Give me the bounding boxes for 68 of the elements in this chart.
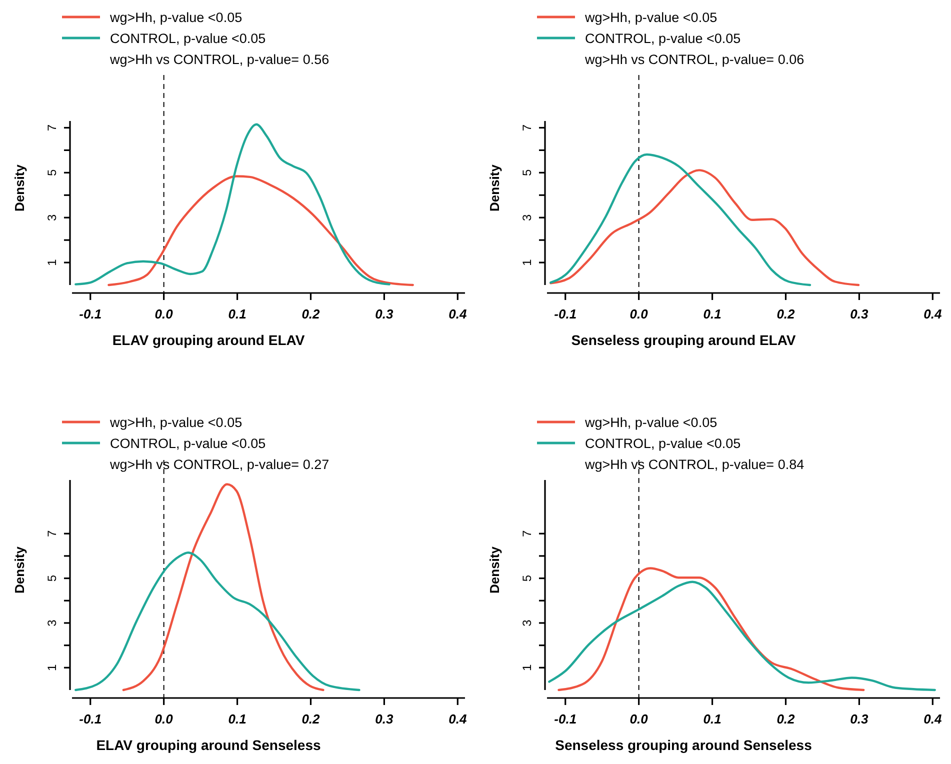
legend-label: wg>Hh, p-value <0.05 [109, 415, 242, 430]
legend-label: CONTROL, p-value <0.05 [110, 31, 266, 46]
x-tick-label: 0.2 [776, 712, 796, 727]
y-tick-label: 5 [520, 574, 534, 582]
x-tick-label: -0.1 [554, 712, 577, 727]
y-tick-label: 1 [45, 258, 59, 266]
line-series [558, 567, 865, 692]
y-tick-label: 5 [520, 169, 534, 176]
x-tick-label: 0.3 [850, 306, 869, 322]
x-axis-title: ELAV grouping around Senseless [96, 737, 321, 753]
x-tick-label: 0.0 [630, 712, 649, 727]
x-tick-label: -0.1 [79, 712, 102, 727]
y-tick-label: 7 [520, 530, 534, 537]
line-series [74, 552, 360, 692]
legend-label: wg>Hh, p-value <0.05 [109, 10, 242, 25]
y-tick-label: 3 [45, 619, 59, 626]
x-tick-label: 0.3 [375, 306, 394, 322]
text: wg>Hh vs CONTROL, p-value= 0.06 [584, 52, 804, 67]
y-tick-label: 7 [520, 124, 534, 132]
x-tick-label: 0.4 [448, 306, 468, 322]
y-tick-label: 1 [520, 258, 534, 266]
y-tick-label: 1 [45, 664, 59, 672]
x-tick-label: 0.2 [776, 306, 796, 322]
x-tick-label: 0.2 [302, 712, 321, 727]
x-tick-label: 0.4 [448, 712, 468, 727]
x-tick-label: 0.1 [228, 306, 246, 322]
y-tick-label: 5 [45, 169, 59, 176]
y-tick-label: 5 [45, 574, 59, 582]
x-tick-label: -0.1 [79, 306, 102, 322]
y-tick-label: 3 [520, 619, 534, 626]
legend-label: CONTROL, p-value <0.05 [110, 436, 266, 451]
text: wg>Hh vs CONTROL, p-value= 0.56 [109, 52, 330, 67]
x-tick-label: 0.0 [154, 306, 174, 322]
x-tick-label: 0.0 [630, 306, 649, 322]
legend-label: wg>Hh, p-value <0.05 [584, 415, 718, 430]
text: wg>Hh vs CONTROL, p-value= 0.27 [109, 457, 330, 472]
y-tick-label: 7 [45, 530, 59, 537]
line-series [122, 483, 324, 692]
y-tick-label: 3 [520, 214, 534, 221]
x-axis-title: Senseless grouping around Senseless [555, 737, 812, 753]
y-axis-title: Density [12, 546, 27, 594]
y-tick-label: 7 [45, 124, 59, 132]
x-tick-label: 0.1 [703, 306, 722, 322]
line-series [108, 175, 414, 286]
line-series [74, 123, 390, 286]
x-tick-label: -0.1 [554, 306, 577, 322]
x-tick-label: 0.3 [850, 712, 869, 727]
x-tick-label: 0.3 [375, 712, 394, 727]
legend-label: CONTROL, p-value <0.05 [585, 436, 741, 451]
x-axis-title: ELAV grouping around ELAV [112, 332, 306, 348]
y-tick-label: 1 [520, 664, 534, 672]
x-tick-label: 0.0 [154, 712, 174, 727]
text: wg>Hh vs CONTROL, p-value= 0.84 [584, 457, 805, 472]
line-series [548, 580, 936, 692]
y-tick-label: 3 [45, 214, 59, 221]
line-series [550, 169, 860, 286]
x-tick-label: 0.4 [924, 712, 942, 727]
x-tick-label: 0.1 [703, 712, 722, 727]
legend-label: CONTROL, p-value <0.05 [585, 31, 741, 46]
x-tick-label: 0.1 [228, 712, 246, 727]
y-axis-title: Density [12, 164, 27, 212]
y-axis-title: Density [487, 546, 502, 594]
x-tick-label: 0.4 [924, 306, 942, 322]
x-axis-title: Senseless grouping around ELAV [571, 332, 796, 348]
y-axis-title: Density [487, 164, 502, 212]
line-series [550, 153, 812, 286]
x-tick-label: 0.2 [302, 306, 321, 322]
legend-label: wg>Hh, p-value <0.05 [584, 10, 718, 25]
